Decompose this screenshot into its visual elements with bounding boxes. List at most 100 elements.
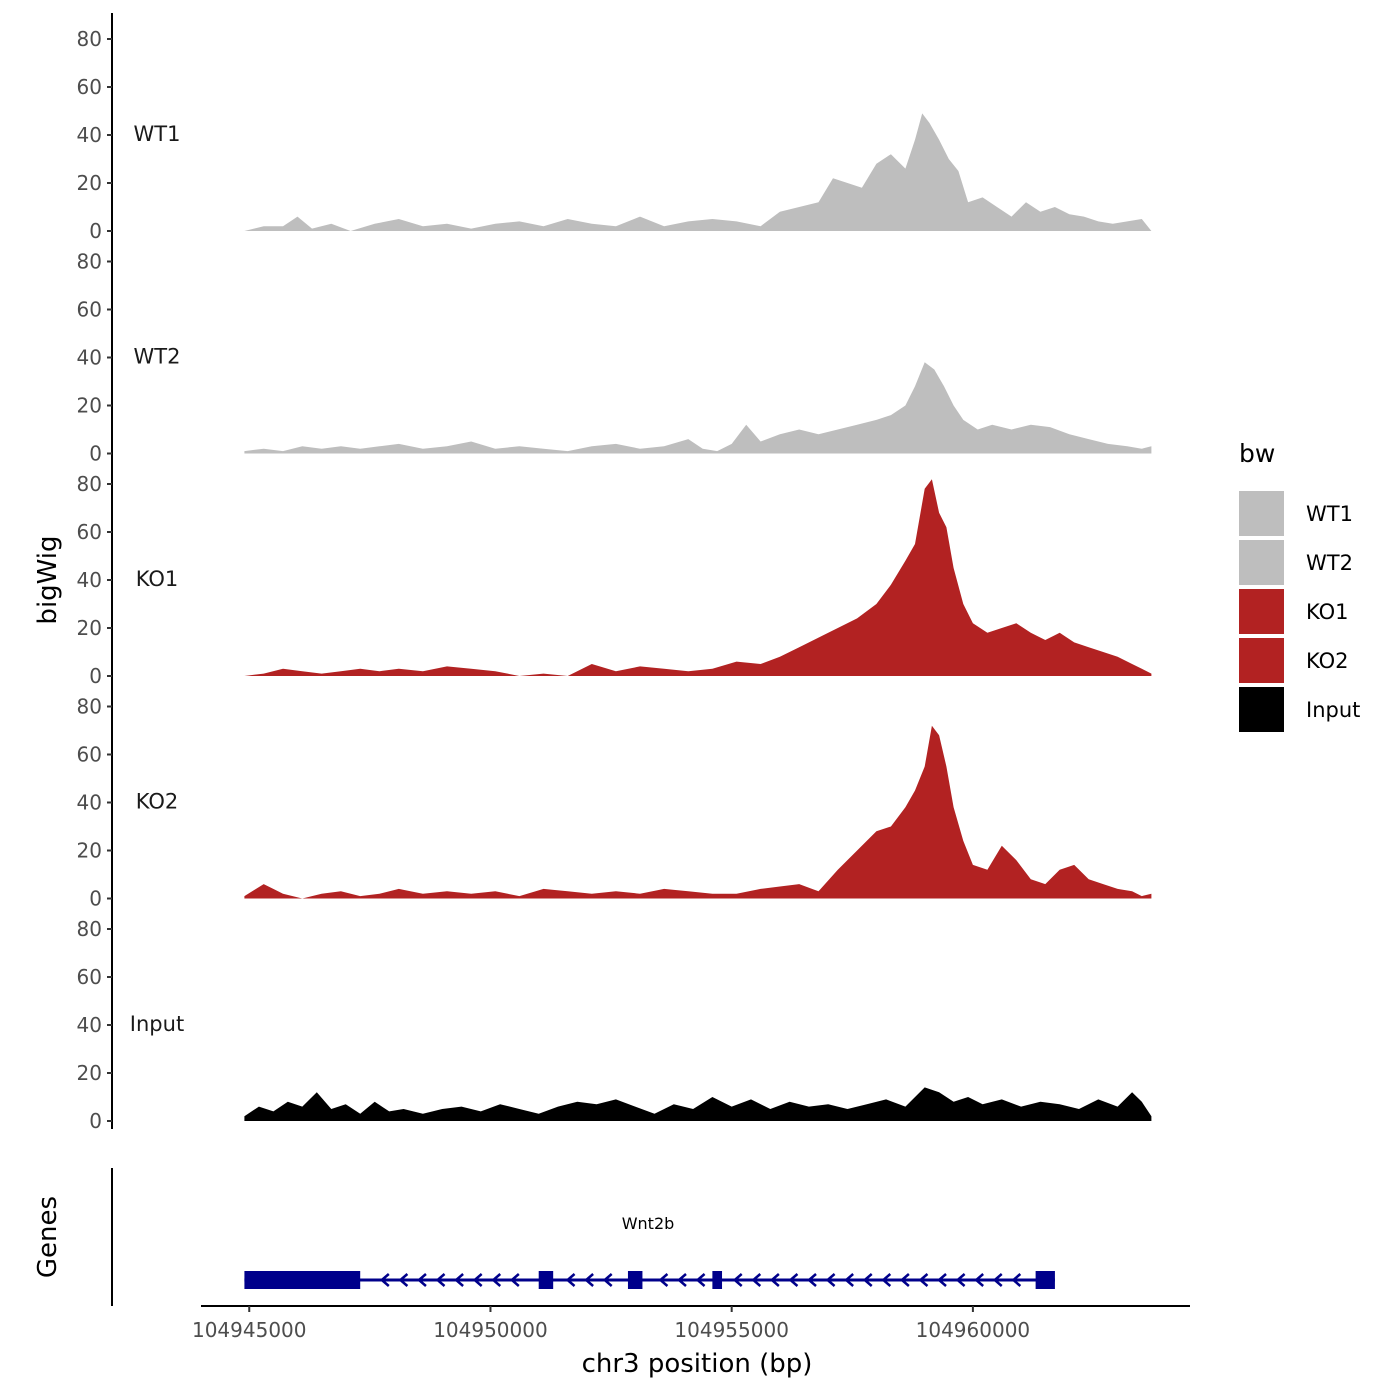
strand-arrow xyxy=(379,1273,390,1287)
strand-arrow xyxy=(862,1273,873,1287)
y-tick-label: 60 xyxy=(77,298,102,322)
x-axis-ticks: 104945000 104950000 104955000 104960000 xyxy=(192,1306,1030,1342)
strand-arrow xyxy=(825,1273,836,1287)
legend-entry-ko2: KO2 xyxy=(1239,638,1349,683)
y-tick-label: 0 xyxy=(89,887,102,911)
strand-arrow xyxy=(751,1273,762,1287)
strand-arrow xyxy=(732,1273,743,1287)
strand-arrow xyxy=(472,1273,483,1287)
y-tick-label: 40 xyxy=(77,568,102,592)
strand-arrow xyxy=(695,1273,706,1287)
track-ko2: 0 20 40 60 80 KO2 xyxy=(77,680,1152,911)
coverage-area-input xyxy=(244,1087,1152,1121)
legend-swatch xyxy=(1239,687,1284,732)
y-tick-label: 60 xyxy=(77,520,102,544)
y-tick-label: 40 xyxy=(77,123,102,147)
y-tick-label: 80 xyxy=(77,917,102,941)
y-tick-label: 80 xyxy=(77,695,102,719)
strand-arrow xyxy=(491,1273,502,1287)
legend-entry-ko1: KO1 xyxy=(1239,589,1349,634)
y-tick-label: 40 xyxy=(77,1013,102,1037)
legend-label: WT2 xyxy=(1306,551,1353,575)
track-wt2: 0 20 40 60 80 WT2 xyxy=(77,235,1152,466)
legend-label: KO2 xyxy=(1306,649,1349,673)
strand-arrow xyxy=(677,1273,687,1287)
strand-arrow xyxy=(658,1273,669,1287)
x-tick-label: 104955000 xyxy=(674,1318,789,1342)
legend-swatch xyxy=(1239,491,1284,536)
strand-arrow xyxy=(565,1273,576,1287)
strand-arrow xyxy=(1011,1273,1022,1287)
legend-label: KO1 xyxy=(1306,600,1349,624)
strand-arrow xyxy=(899,1273,910,1287)
coverage-area-wt1 xyxy=(244,113,1152,231)
y-tick-label: 60 xyxy=(77,743,102,767)
gene-exon xyxy=(538,1271,554,1289)
track-ko1: 0 20 40 60 80 KO1 xyxy=(77,458,1152,688)
y-tick-label: 20 xyxy=(77,394,102,418)
y-tick-label: 0 xyxy=(89,219,102,243)
y-tick-label: 40 xyxy=(77,791,102,815)
y-tick-label: 80 xyxy=(77,27,102,51)
y-tick-label: 40 xyxy=(77,346,102,370)
y-tick-label: 20 xyxy=(77,839,102,863)
legend-label: WT1 xyxy=(1306,502,1353,526)
track-wt1: 0 20 40 60 80 WT1 xyxy=(77,13,1152,243)
track-label: WT2 xyxy=(134,345,181,369)
y-tick-label: 20 xyxy=(77,616,102,640)
legend-swatch xyxy=(1239,638,1284,683)
gene-exon xyxy=(244,1271,361,1289)
x-axis-title: chr3 position (bp) xyxy=(582,1349,813,1379)
y-tick-label: 80 xyxy=(77,472,102,496)
strand-arrow xyxy=(788,1273,799,1287)
strand-arrow xyxy=(844,1273,854,1287)
gene-panel-title: Genes xyxy=(33,1196,63,1278)
track-label: KO2 xyxy=(136,790,179,814)
strand-arrow xyxy=(398,1273,409,1287)
x-axis: 104945000 104950000 104955000 104960000 xyxy=(192,1305,1190,1342)
y-tick-label: 20 xyxy=(77,1061,102,1085)
x-tick-label: 104945000 xyxy=(192,1318,307,1342)
y-tick-label: 60 xyxy=(77,965,102,989)
y-axis-title: bigWig xyxy=(33,535,63,624)
strand-arrow xyxy=(974,1273,984,1287)
strand-arrow xyxy=(435,1273,446,1287)
y-tick-label: 60 xyxy=(77,75,102,99)
strand-arrow xyxy=(454,1273,464,1287)
gene-exon xyxy=(712,1271,723,1289)
legend-entry-wt1: WT1 xyxy=(1239,491,1353,536)
legend-entry-input: Input xyxy=(1239,687,1360,732)
track-label: KO1 xyxy=(136,567,179,591)
gene-model xyxy=(244,1271,1055,1289)
strand-arrow xyxy=(509,1273,520,1287)
strand-arrow xyxy=(881,1273,892,1287)
x-tick-label: 104960000 xyxy=(916,1318,1031,1342)
x-tick-label: 104950000 xyxy=(433,1318,548,1342)
gene-name-label: Wnt2b xyxy=(622,1214,675,1233)
coverage-tracks: 0 20 40 60 80 WT1 0 20 40 60 80 WT2 0 20 40 60 80 KO1 0 20 4… xyxy=(77,13,1152,1133)
track-label: Input xyxy=(130,1012,184,1036)
strand-arrow xyxy=(584,1273,594,1287)
gene-exon xyxy=(627,1271,643,1289)
strand-arrow xyxy=(992,1273,1003,1287)
strand-arrow xyxy=(417,1273,427,1287)
y-tick-label: 20 xyxy=(77,171,102,195)
track-label: WT1 xyxy=(134,122,181,146)
legend-swatch xyxy=(1239,540,1284,585)
coverage-area-ko1 xyxy=(244,479,1152,676)
gene-panel: Wnt2b xyxy=(111,1168,1055,1306)
legend: bw WT1 WT2 KO1 KO2 Input xyxy=(1239,439,1360,732)
legend-entry-wt2: WT2 xyxy=(1239,540,1353,585)
legend-title: bw xyxy=(1239,439,1275,468)
y-tick-label: 0 xyxy=(89,664,102,688)
strand-arrow xyxy=(807,1273,817,1287)
legend-label: Input xyxy=(1306,698,1360,722)
strand-arrow xyxy=(918,1273,929,1287)
y-tick-label: 80 xyxy=(77,250,102,274)
coverage-area-wt2 xyxy=(244,362,1152,454)
y-tick-label: 0 xyxy=(89,442,102,466)
legend-swatch xyxy=(1239,589,1284,634)
coverage-area-ko2 xyxy=(244,725,1152,899)
strand-arrow xyxy=(937,1273,947,1287)
